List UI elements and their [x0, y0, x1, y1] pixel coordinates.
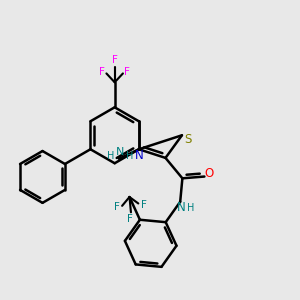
Text: N: N	[177, 201, 186, 214]
Text: F: F	[112, 56, 118, 65]
Text: F: F	[127, 214, 132, 224]
Text: S: S	[184, 133, 191, 146]
Text: N: N	[135, 149, 144, 162]
Text: O: O	[204, 167, 213, 179]
Text: F: F	[99, 67, 105, 77]
Text: F: F	[114, 202, 120, 212]
Text: H: H	[187, 203, 194, 213]
Text: N: N	[116, 147, 124, 157]
Text: H: H	[126, 151, 133, 161]
Text: F: F	[124, 67, 130, 77]
Text: F: F	[141, 200, 146, 210]
Text: H: H	[107, 151, 114, 161]
